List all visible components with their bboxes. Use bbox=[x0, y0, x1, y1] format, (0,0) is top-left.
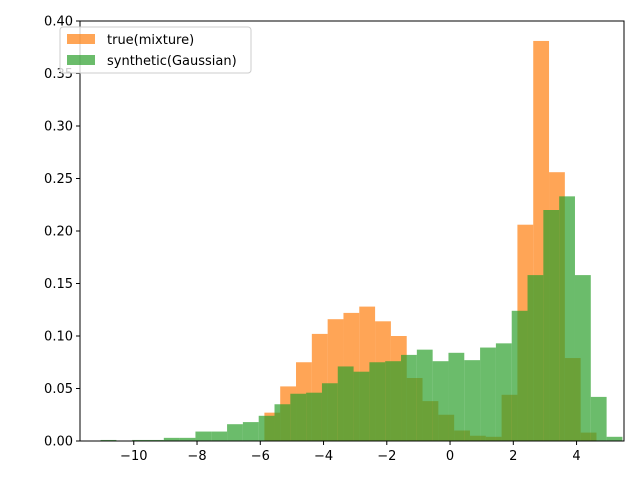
x-tick-label: 4 bbox=[572, 449, 580, 464]
histogram-bar bbox=[211, 431, 228, 441]
y-tick-label: 0.20 bbox=[44, 225, 73, 240]
histogram-bar bbox=[464, 360, 481, 441]
histogram-bar bbox=[148, 439, 164, 441]
x-tick-label: −10 bbox=[120, 449, 147, 464]
histogram-bar bbox=[337, 366, 354, 441]
x-tick-label: −6 bbox=[251, 449, 270, 464]
plot-area bbox=[100, 40, 623, 441]
histogram-bar bbox=[543, 210, 560, 441]
x-tick-label: 2 bbox=[509, 449, 517, 464]
legend-swatch bbox=[67, 34, 95, 44]
x-tick-label: 0 bbox=[446, 449, 454, 464]
histogram-bar bbox=[163, 437, 180, 441]
y-tick-label: 0.00 bbox=[44, 435, 73, 450]
histogram-bar bbox=[258, 415, 275, 441]
histogram-bar bbox=[448, 352, 465, 441]
y-tick-label: 0.15 bbox=[44, 277, 73, 292]
y-tick-label: 0.05 bbox=[44, 382, 73, 397]
histogram-bar bbox=[132, 439, 148, 441]
histogram-bar bbox=[306, 392, 322, 441]
histogram-bar bbox=[606, 436, 623, 441]
histogram-bar bbox=[432, 361, 449, 441]
histogram-bar bbox=[416, 349, 433, 441]
histogram-bar bbox=[574, 275, 591, 441]
histogram-bar bbox=[369, 362, 386, 441]
histogram-bar bbox=[590, 396, 607, 441]
histogram-bar bbox=[290, 393, 307, 441]
histogram-bar bbox=[495, 343, 512, 441]
y-tick-label: 0.25 bbox=[44, 172, 73, 187]
histogram-bar bbox=[274, 404, 291, 441]
histogram-bar bbox=[100, 439, 117, 441]
axes: −10 −8 −6 −4 −2 0 2 4 0.00 0.05 0.10 0.15 0.20 0.25 0.… bbox=[44, 15, 625, 464]
x-tick-label: −4 bbox=[314, 449, 333, 464]
histogram-bar bbox=[480, 347, 496, 441]
legend-box bbox=[59, 26, 252, 74]
series-synthetic-gaussian bbox=[100, 196, 623, 441]
histogram-bar bbox=[321, 383, 338, 441]
y-tick-label: 0.40 bbox=[44, 15, 73, 30]
legend-swatch bbox=[67, 55, 95, 65]
histogram-bar bbox=[353, 371, 370, 441]
histogram-bar bbox=[195, 431, 212, 441]
histogram-bar bbox=[385, 361, 402, 441]
y-tick-label: 0.30 bbox=[44, 120, 73, 135]
histogram-bar bbox=[559, 196, 575, 441]
histogram-bar bbox=[227, 424, 243, 441]
legend-label: true(mixture) bbox=[107, 33, 194, 48]
y-tick-label: 0.10 bbox=[44, 330, 73, 345]
histogram-bar bbox=[179, 437, 196, 441]
legend-label: synthetic(Gaussian) bbox=[107, 54, 237, 69]
x-tick-label: −2 bbox=[377, 449, 396, 464]
legend: true(mixture) synthetic(Gaussian) bbox=[59, 26, 252, 74]
histogram-bar bbox=[401, 354, 417, 441]
x-tick-label: −8 bbox=[187, 449, 206, 464]
histogram-bar bbox=[242, 422, 259, 441]
histogram-bar bbox=[511, 310, 528, 441]
histogram-bar bbox=[527, 275, 544, 441]
